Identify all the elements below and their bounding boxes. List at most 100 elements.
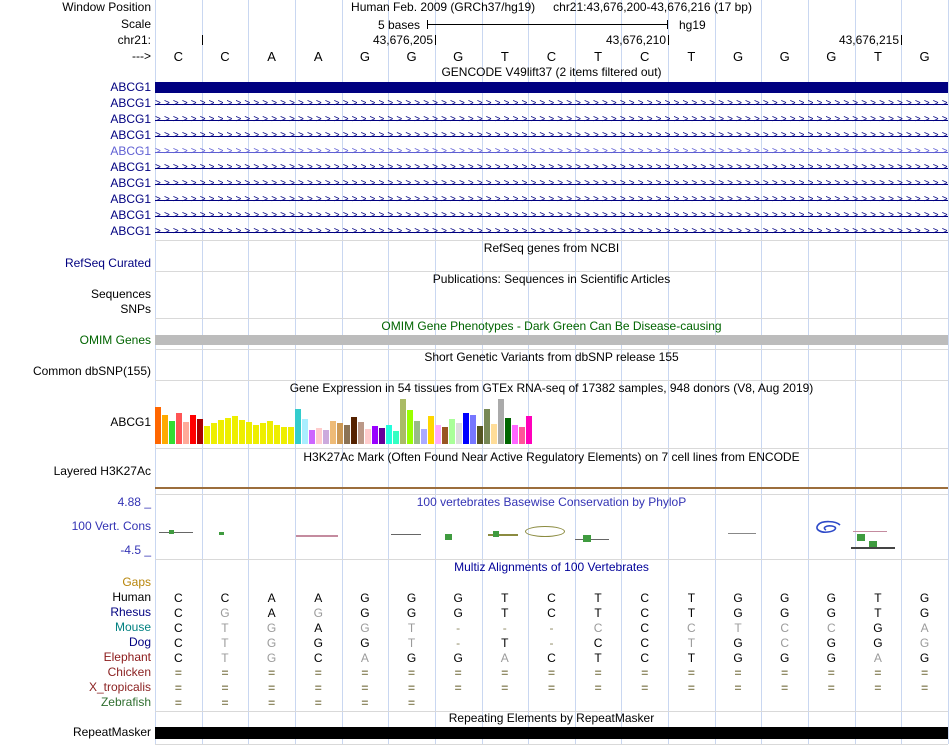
refseq-track-title[interactable]: RefSeq genes from NCBI bbox=[483, 241, 620, 255]
sequences-label[interactable]: Sequences bbox=[90, 287, 151, 301]
gtex-tissue-bar[interactable] bbox=[267, 421, 273, 444]
gtex-gene-label[interactable]: ABCG1 bbox=[110, 415, 151, 429]
gtex-tissue-bar[interactable] bbox=[155, 407, 161, 444]
gtex-tissue-bar[interactable] bbox=[449, 419, 455, 444]
gencode-intron-arrows[interactable]: >>>>>>>>>>>>>>>>>>>>>>>>>>>>>>>>>>>>>>>>… bbox=[155, 225, 948, 239]
species-label-zebrafish[interactable]: Zebrafish bbox=[100, 695, 151, 709]
gtex-tissue-bar[interactable] bbox=[393, 431, 399, 444]
omim-genes-label[interactable]: OMIM Genes bbox=[79, 333, 151, 347]
gtex-tissue-bar[interactable] bbox=[421, 429, 427, 444]
gencode-transcript-label[interactable]: ABCG1 bbox=[110, 208, 151, 222]
species-label-human[interactable]: Human bbox=[112, 590, 151, 604]
gencode-transcript-label[interactable]: ABCG1 bbox=[110, 144, 151, 158]
gtex-tissue-bar[interactable] bbox=[330, 421, 336, 444]
gtex-tissue-bar[interactable] bbox=[225, 418, 231, 444]
h3k27ac-track-title[interactable]: H3K27Ac Mark (Often Found Near Active Re… bbox=[303, 450, 800, 464]
gencode-intron-arrows[interactable]: >>>>>>>>>>>>>>>>>>>>>>>>>>>>>>>>>>>>>>>>… bbox=[155, 145, 948, 159]
gtex-tissue-bar[interactable] bbox=[519, 427, 525, 444]
gencode-intron-arrows[interactable]: >>>>>>>>>>>>>>>>>>>>>>>>>>>>>>>>>>>>>>>>… bbox=[155, 129, 948, 143]
gtex-tissue-bar[interactable] bbox=[372, 426, 378, 444]
gtex-tissue-bar[interactable] bbox=[218, 420, 224, 444]
h3k27ac-signal-line[interactable] bbox=[155, 487, 948, 489]
gtex-tissue-bar[interactable] bbox=[435, 425, 441, 444]
reference-base-row[interactable]: ---> C C A A G G G T C T C T G G G T G bbox=[0, 49, 950, 64]
gtex-tissue-bar[interactable] bbox=[358, 422, 364, 444]
gtex-tissue-bar[interactable] bbox=[477, 426, 483, 444]
gtex-tissue-bar[interactable] bbox=[526, 416, 532, 444]
gtex-tissue-bar[interactable] bbox=[414, 421, 420, 444]
gtex-tissue-bar[interactable] bbox=[246, 422, 252, 444]
dbsnp-track-title[interactable]: Short Genetic Variants from dbSNP releas… bbox=[424, 350, 679, 364]
gencode-transcript-label[interactable]: ABCG1 bbox=[110, 96, 151, 110]
gtex-tissue-bar[interactable] bbox=[365, 429, 371, 444]
gtex-tissue-bar[interactable] bbox=[484, 409, 490, 444]
gaps-label[interactable]: Gaps bbox=[122, 575, 151, 589]
repeatmasker-element-bar[interactable] bbox=[155, 727, 948, 739]
gencode-intron-arrows[interactable]: >>>>>>>>>>>>>>>>>>>>>>>>>>>>>>>>>>>>>>>>… bbox=[155, 97, 948, 111]
refseq-curated-label[interactable]: RefSeq Curated bbox=[64, 256, 151, 270]
gtex-tissue-bar[interactable] bbox=[183, 422, 189, 444]
gtex-tissue-bar[interactable] bbox=[176, 413, 182, 444]
gtex-tissue-bar[interactable] bbox=[288, 427, 294, 444]
species-label-dog[interactable]: Dog bbox=[128, 635, 151, 649]
gtex-tissue-bar[interactable] bbox=[337, 423, 343, 444]
gtex-tissue-bar[interactable] bbox=[162, 415, 168, 444]
gtex-tissue-bar[interactable] bbox=[505, 418, 511, 444]
gencode-intron-arrows[interactable]: >>>>>>>>>>>>>>>>>>>>>>>>>>>>>>>>>>>>>>>>… bbox=[155, 161, 948, 175]
gencode-transcript-label[interactable]: ABCG1 bbox=[110, 192, 151, 206]
gtex-tissue-bar[interactable] bbox=[351, 417, 357, 444]
repeatmasker-track-title[interactable]: Repeating Elements by RepeatMasker bbox=[448, 711, 655, 725]
gtex-tissue-bar[interactable] bbox=[407, 410, 413, 444]
species-label-elephant[interactable]: Elephant bbox=[103, 650, 151, 664]
phylop-track-label[interactable]: 100 Vert. Cons bbox=[71, 519, 151, 533]
gtex-tissue-bar[interactable] bbox=[498, 399, 504, 444]
gtex-tissue-bar[interactable] bbox=[463, 413, 469, 444]
gencode-intron-arrows[interactable]: >>>>>>>>>>>>>>>>>>>>>>>>>>>>>>>>>>>>>>>>… bbox=[155, 209, 948, 223]
h3k27ac-label[interactable]: Layered H3K27Ac bbox=[53, 464, 151, 478]
gtex-track-title[interactable]: Gene Expression in 54 tissues from GTEx … bbox=[289, 381, 814, 395]
gtex-tissue-bar[interactable] bbox=[442, 427, 448, 444]
gtex-tissue-bar[interactable] bbox=[260, 423, 266, 444]
phylop-track-title[interactable]: 100 vertebrates Basewise Conservation by… bbox=[416, 495, 687, 509]
gtex-tissue-bar[interactable] bbox=[491, 424, 497, 444]
gencode-transcript-label[interactable]: ABCG1 bbox=[110, 128, 151, 142]
gtex-tissue-bar[interactable] bbox=[386, 425, 392, 444]
gtex-tissue-bar[interactable] bbox=[456, 423, 462, 444]
gencode-track-title[interactable]: GENCODE V49lift37 (2 items filtered out) bbox=[441, 65, 662, 79]
gtex-tissue-bar[interactable] bbox=[323, 430, 329, 444]
gencode-intron-arrows[interactable]: >>>>>>>>>>>>>>>>>>>>>>>>>>>>>>>>>>>>>>>>… bbox=[155, 113, 948, 127]
omim-track-title[interactable]: OMIM Gene Phenotypes - Dark Green Can Be… bbox=[381, 319, 722, 333]
gtex-tissue-bar[interactable] bbox=[344, 425, 350, 444]
gtex-tissue-bar[interactable] bbox=[302, 419, 308, 444]
gencode-transcript-label[interactable]: ABCG1 bbox=[110, 80, 151, 94]
gencode-transcript-label[interactable]: ABCG1 bbox=[110, 224, 151, 238]
publications-track-title[interactable]: Publications: Sequences in Scientific Ar… bbox=[432, 272, 671, 286]
dbsnp-label[interactable]: Common dbSNP(155) bbox=[32, 364, 151, 378]
gtex-tissue-bar[interactable] bbox=[211, 423, 217, 444]
gtex-tissue-bar[interactable] bbox=[309, 430, 315, 444]
ruler-row[interactable]: chr21: 43,676,205 43,676,210 43,676,215 bbox=[0, 33, 950, 48]
gtex-tissue-bar[interactable] bbox=[400, 399, 406, 444]
gtex-tissue-bar[interactable] bbox=[239, 420, 245, 444]
omim-gene-bar[interactable] bbox=[155, 335, 948, 345]
gencode-intron-arrows[interactable]: >>>>>>>>>>>>>>>>>>>>>>>>>>>>>>>>>>>>>>>>… bbox=[155, 193, 948, 207]
gtex-tissue-bar[interactable] bbox=[428, 416, 434, 444]
gencode-exon-bar[interactable] bbox=[155, 82, 948, 93]
species-label-x_tropicalis[interactable]: X_tropicalis bbox=[88, 680, 151, 694]
gtex-tissue-bar[interactable] bbox=[232, 416, 238, 444]
gtex-tissue-bar[interactable] bbox=[169, 421, 175, 444]
gtex-tissue-bar[interactable] bbox=[274, 425, 280, 444]
gtex-tissue-bar[interactable] bbox=[281, 427, 287, 444]
gtex-tissue-bar[interactable] bbox=[316, 428, 322, 444]
gtex-tissue-bar[interactable] bbox=[204, 426, 210, 444]
multiz-track-title[interactable]: Multiz Alignments of 100 Vertebrates bbox=[454, 560, 649, 574]
gencode-intron-arrows[interactable]: >>>>>>>>>>>>>>>>>>>>>>>>>>>>>>>>>>>>>>>>… bbox=[155, 177, 948, 191]
gencode-transcript-label[interactable]: ABCG1 bbox=[110, 112, 151, 126]
gtex-tissue-bar[interactable] bbox=[470, 415, 476, 444]
gtex-tissue-bar[interactable] bbox=[379, 428, 385, 444]
species-label-chicken[interactable]: Chicken bbox=[107, 665, 151, 679]
gtex-expression-bars[interactable] bbox=[155, 398, 533, 444]
repeatmasker-label[interactable]: RepeatMasker bbox=[72, 725, 151, 739]
snps-label[interactable]: SNPs bbox=[120, 302, 151, 316]
species-label-rhesus[interactable]: Rhesus bbox=[110, 605, 151, 619]
